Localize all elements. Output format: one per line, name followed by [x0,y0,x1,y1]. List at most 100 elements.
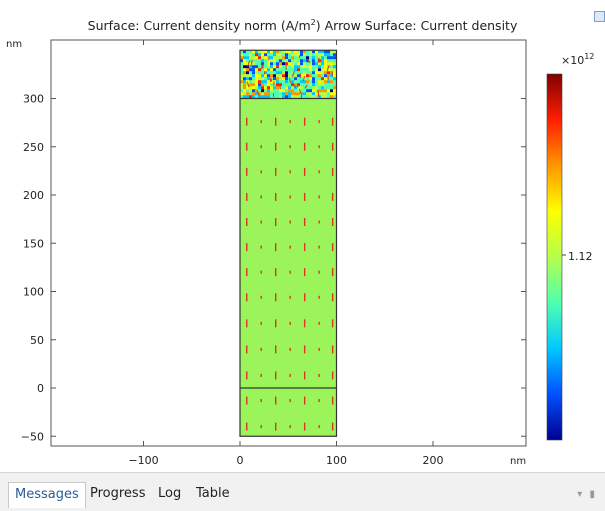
noise-cell [243,68,246,71]
noise-cell [252,56,255,59]
noise-cell [291,56,294,59]
noise-cell [264,62,267,65]
noise-cell [315,77,318,80]
noise-cell [285,77,288,80]
noise-cell [270,65,273,68]
noise-cell [276,74,279,77]
noise-cell [321,83,324,86]
tab-messages[interactable]: Messages [8,482,86,508]
noise-cell [294,56,297,59]
noise-cell [243,77,246,80]
noise-cell [273,53,276,56]
noise-cell [252,95,255,98]
noise-cell [249,80,252,83]
noise-cell [288,53,291,56]
noise-cell [255,95,258,98]
noise-cell [330,77,333,80]
noise-cell [321,65,324,68]
noise-cell [276,80,279,83]
noise-cell [243,74,246,77]
noise-cell [267,92,270,95]
noise-cell [288,62,291,65]
y-tick-label: 150 [23,237,44,250]
noise-cell [324,68,327,71]
noise-cell [333,80,336,83]
noise-cell [288,56,291,59]
noise-cell [285,80,288,83]
colorbar-tick-label: 1.12 [568,250,593,263]
noise-cell [285,86,288,89]
noise-cell [255,56,258,59]
noise-cell [324,62,327,65]
tab-progress[interactable]: Progress [84,482,151,508]
noise-cell [276,65,279,68]
noise-cell [276,56,279,59]
noise-cell [291,68,294,71]
noise-cell [309,74,312,77]
noise-cell [315,62,318,65]
noise-cell [321,71,324,74]
noise-cell [264,74,267,77]
noise-cell [267,83,270,86]
noise-cell [246,92,249,95]
noise-cell [300,86,303,89]
noise-cell [324,59,327,62]
noise-cell [261,59,264,62]
noise-cell [279,53,282,56]
noise-cell [309,77,312,80]
noise-cell [270,95,273,98]
noise-cell [288,74,291,77]
noise-cell [327,74,330,77]
noise-cell [300,83,303,86]
noise-cell [318,80,321,83]
noise-cell [252,77,255,80]
noise-cell [306,62,309,65]
noise-cell [312,74,315,77]
noise-cell [258,77,261,80]
noise-cell [282,80,285,83]
noise-cell [333,83,336,86]
noise-cell [315,95,318,98]
noise-cell [315,56,318,59]
noise-cell [258,80,261,83]
noise-cell [294,89,297,92]
noise-cell [243,56,246,59]
noise-cell [282,95,285,98]
noise-cell [324,89,327,92]
tab-table[interactable]: Table [190,482,236,508]
tab-log[interactable]: Log [152,482,187,508]
noise-cell [252,92,255,95]
noise-cell [291,80,294,83]
noise-cell [288,83,291,86]
panel-menu-icon[interactable]: ▾ ▮ [577,489,597,500]
noise-cell [243,53,246,56]
noise-cell [312,95,315,98]
noise-cell [246,53,249,56]
bulk-region [240,50,337,436]
noise-cell [330,80,333,83]
noise-cell [255,62,258,65]
noise-cell [264,68,267,71]
noise-cell [324,83,327,86]
noise-cell [324,86,327,89]
noise-cell [312,80,315,83]
noise-cell [294,59,297,62]
colorbar-exponent: ×1012 [561,52,594,67]
noise-cell [318,83,321,86]
noise-cell [282,89,285,92]
noise-cell [315,53,318,56]
noise-cell [243,86,246,89]
y-tick-label: 300 [23,93,44,106]
noise-cell [279,71,282,74]
noise-cell [264,56,267,59]
color-legend [547,74,566,440]
noise-cell [258,83,261,86]
noise-cell [264,95,267,98]
noise-cell [297,68,300,71]
noise-cell [294,80,297,83]
noise-cell [267,62,270,65]
noise-cell [273,65,276,68]
noise-cell [270,71,273,74]
x-tick-label: 200 [423,454,444,467]
